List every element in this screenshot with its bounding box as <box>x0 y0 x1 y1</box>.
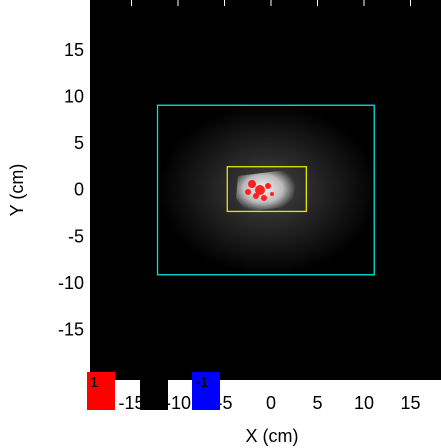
y-tick-label: 15 <box>64 40 84 60</box>
legend-label: -1 <box>195 374 208 391</box>
y-tick-label: 10 <box>64 87 84 107</box>
y-tick-label: -15 <box>58 319 84 339</box>
legend-swatch <box>140 372 168 410</box>
x-tick-label: -10 <box>165 393 191 413</box>
y-tick-label: 5 <box>74 133 84 153</box>
y-axis-label: Y (cm) <box>7 164 27 217</box>
chart: Y (cm) X (cm) -15-10-5051015-15-10-50510… <box>0 0 441 448</box>
y-tick-label: -10 <box>58 273 84 293</box>
x-tick-label: 15 <box>400 393 420 413</box>
legend-label: 1 <box>90 374 98 391</box>
x-axis-label: X (cm) <box>246 426 299 446</box>
x-tick-label: 5 <box>312 393 322 413</box>
x-tick-label: 0 <box>266 393 276 413</box>
object <box>236 170 296 212</box>
y-tick-label: 0 <box>74 180 84 200</box>
x-tick-label: 10 <box>354 393 374 413</box>
y-tick-label: -5 <box>68 226 84 246</box>
